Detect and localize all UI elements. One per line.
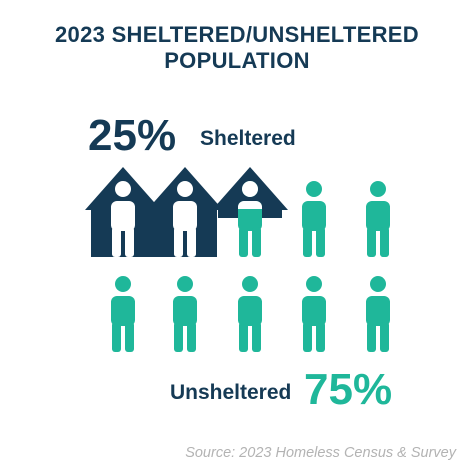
- source-note: Source: 2023 Homeless Census & Survey: [185, 445, 456, 461]
- unsheltered-percent-label: 75%: [304, 365, 393, 414]
- person-icon: [173, 276, 197, 352]
- person-icon: [366, 276, 390, 352]
- person-icon: [173, 181, 197, 257]
- person-icon: [302, 276, 326, 352]
- chart-title-line-1: 2023 SHELTERED/UNSHELTERED: [55, 22, 419, 47]
- person-icon: [111, 181, 135, 257]
- chart-title-line-2: POPULATION: [164, 48, 310, 73]
- person-icon: [238, 181, 262, 257]
- person-icon: [366, 181, 390, 257]
- sheltered-series-label: Sheltered: [200, 127, 296, 150]
- person-icon: [111, 276, 135, 352]
- unsheltered-series-label: Unsheltered: [170, 381, 292, 404]
- sheltered-percent-label: 25%: [88, 111, 177, 160]
- person-icon: [238, 276, 262, 352]
- person-icon: [302, 181, 326, 257]
